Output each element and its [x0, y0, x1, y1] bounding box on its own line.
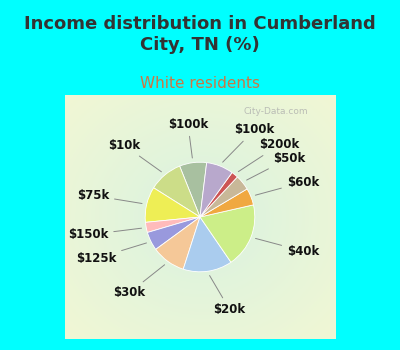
Text: $40k: $40k [256, 238, 319, 258]
Text: $100k: $100k [223, 124, 274, 162]
Text: $20k: $20k [210, 275, 246, 316]
Wedge shape [200, 163, 232, 217]
Wedge shape [200, 205, 255, 262]
Text: $75k: $75k [77, 189, 142, 203]
Text: White residents: White residents [140, 76, 260, 91]
Wedge shape [200, 189, 254, 217]
Text: Income distribution in Cumberland
City, TN (%): Income distribution in Cumberland City, … [24, 15, 376, 54]
Text: $10k: $10k [108, 139, 162, 172]
Text: $125k: $125k [76, 243, 146, 265]
Wedge shape [148, 217, 200, 249]
Wedge shape [154, 166, 200, 217]
Text: $60k: $60k [255, 176, 319, 195]
Text: $100k: $100k [168, 118, 208, 158]
Wedge shape [145, 188, 200, 222]
Text: $200k: $200k [238, 138, 300, 172]
Wedge shape [200, 177, 247, 217]
Text: $30k: $30k [113, 265, 165, 299]
Wedge shape [146, 217, 200, 232]
Text: $50k: $50k [247, 152, 305, 180]
Text: $150k: $150k [68, 228, 142, 242]
Wedge shape [200, 173, 237, 217]
Text: City-Data.com: City-Data.com [244, 107, 308, 116]
Wedge shape [180, 162, 207, 217]
Wedge shape [156, 217, 200, 269]
Wedge shape [183, 217, 231, 272]
